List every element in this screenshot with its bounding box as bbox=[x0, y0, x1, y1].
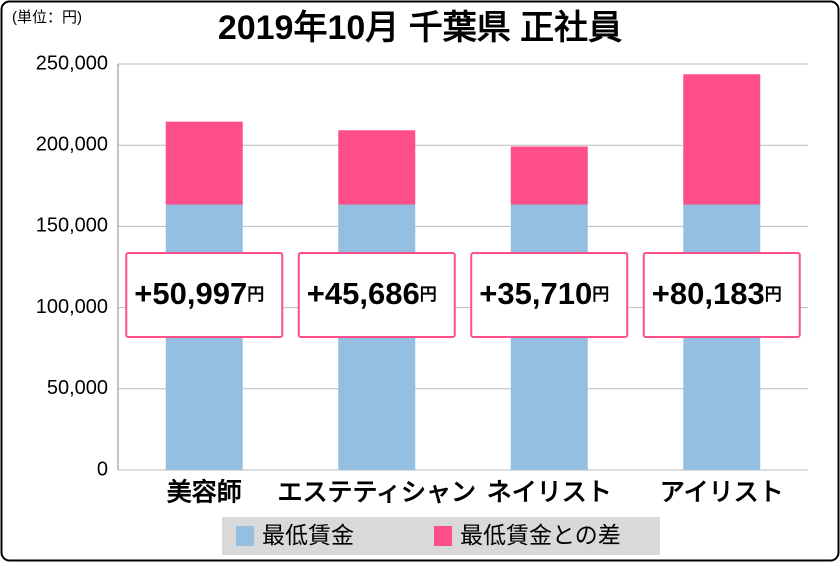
y-tick-label: 50,000 bbox=[47, 377, 108, 399]
value-label-unit: 円 bbox=[420, 285, 437, 304]
legend-swatch bbox=[434, 526, 452, 546]
value-label-box bbox=[642, 252, 801, 338]
legend-swatch bbox=[236, 526, 254, 546]
value-label-number: +45,686 bbox=[307, 276, 420, 311]
value-label: +50,997円 bbox=[134, 276, 264, 311]
bar-segment bbox=[510, 146, 588, 205]
x-tick-label: アイリスト bbox=[660, 479, 784, 507]
x-tick-label: エステティシャン bbox=[277, 479, 476, 507]
legend-label: 最低賃金 bbox=[262, 522, 354, 548]
y-tick-label: 200,000 bbox=[36, 133, 108, 155]
unit-note: (単位：円) bbox=[12, 9, 82, 26]
bar-segment bbox=[338, 130, 416, 205]
x-tick-label: 美容師 bbox=[167, 478, 242, 507]
value-label: +45,686円 bbox=[307, 276, 437, 311]
legend-label: 最低賃金との差 bbox=[460, 522, 621, 548]
value-label-box bbox=[125, 252, 284, 338]
y-tick-label: 100,000 bbox=[36, 296, 108, 318]
chart-title: 2019年10月 千葉県 正社員 bbox=[218, 9, 622, 47]
value-label: +80,183円 bbox=[652, 276, 782, 311]
y-tick-label: 150,000 bbox=[36, 215, 108, 237]
y-tick-label: 0 bbox=[97, 458, 108, 480]
y-tick-label: 250,000 bbox=[36, 52, 108, 74]
bar-segment bbox=[683, 74, 761, 205]
value-label: +35,710円 bbox=[479, 276, 609, 311]
value-label-unit: 円 bbox=[592, 285, 609, 304]
value-label-box bbox=[470, 252, 629, 338]
value-label-unit: 円 bbox=[765, 285, 782, 304]
value-label-number: +80,183 bbox=[652, 276, 765, 311]
value-label-unit: 円 bbox=[247, 285, 264, 304]
bar-segment bbox=[165, 121, 243, 205]
value-label-box bbox=[297, 252, 456, 338]
x-tick-label: ネイリスト bbox=[487, 479, 612, 507]
value-label-number: +50,997 bbox=[134, 276, 247, 311]
value-label-number: +35,710 bbox=[479, 276, 592, 311]
